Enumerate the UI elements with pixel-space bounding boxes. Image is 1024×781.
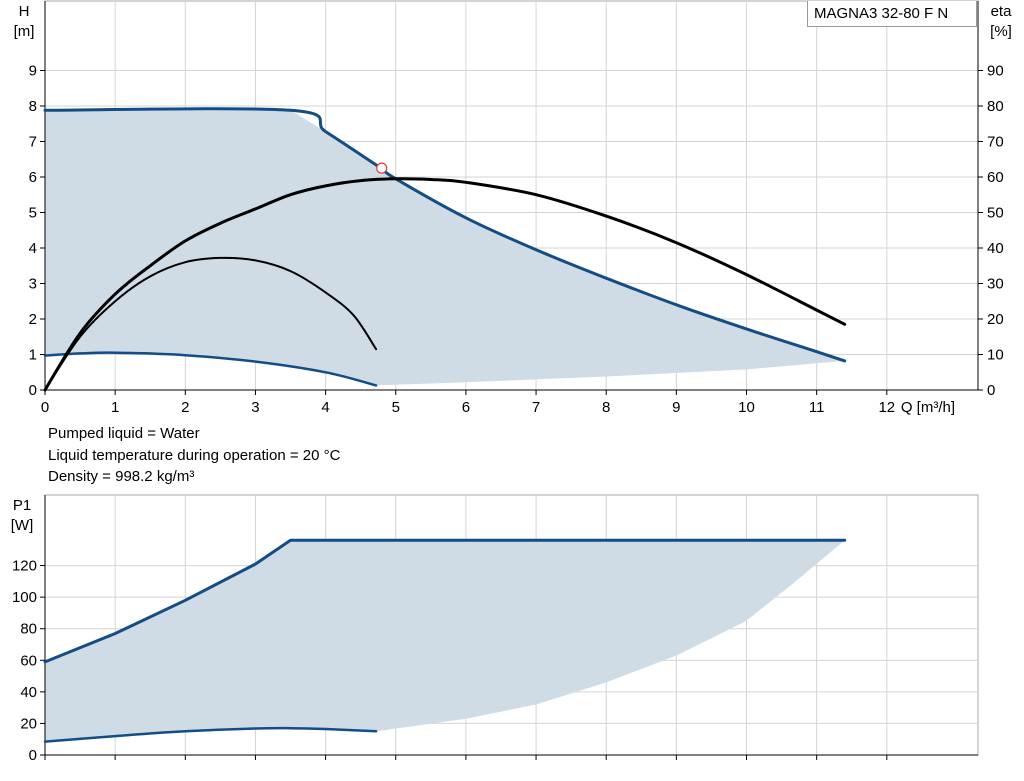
x-tick-label: 0	[41, 399, 49, 416]
x-tick-label: 1	[111, 399, 119, 416]
operating-area	[45, 110, 845, 386]
y-tick-label: 9	[29, 63, 37, 80]
y2-tick-label: 80	[987, 98, 1004, 115]
duty-point-marker	[376, 162, 388, 174]
y-tick-label: 80	[20, 621, 37, 638]
x-tick-label: 3	[251, 399, 259, 416]
y-axis-title: H [m]	[14, 3, 35, 40]
y2-tick-label: 20	[987, 311, 1004, 328]
x-tick-label: 12	[878, 399, 895, 416]
head-chart-series-2	[43, 177, 847, 392]
x-tick-label: 5	[392, 399, 400, 416]
power-chart-series-0	[43, 538, 847, 664]
y2-tick-label: 0	[987, 382, 995, 399]
head-chart-series-0	[43, 107, 847, 363]
x-tick-label: 6	[462, 399, 470, 416]
liquid-temperature-note: Liquid temperature during operation = 20…	[48, 446, 341, 464]
y2-tick-label: 90	[987, 63, 1004, 80]
x-tick-label: 2	[181, 399, 189, 416]
y-tick-label: 2	[29, 311, 37, 328]
power-chart-series-1	[43, 726, 378, 743]
model-label-box: MAGNA3 32-80 F N	[807, 1, 977, 27]
liquid-notes: Pumped liquid = Water Liquid temperature…	[48, 423, 340, 488]
y-axis-title: P1 [W]	[11, 497, 34, 534]
model-label: MAGNA3 32-80 F N	[814, 5, 949, 22]
y-tick-label: 4	[29, 240, 37, 257]
y-tick-label: 120	[12, 558, 37, 575]
x-tick-label: 11	[809, 399, 825, 416]
y-tick-label: 20	[20, 715, 37, 732]
y2-tick-label: 50	[987, 205, 1004, 222]
y-tick-label: 0	[29, 382, 37, 399]
x-tick-label: 7	[532, 399, 540, 416]
density-note: Density = 998.2 kg/m³	[48, 468, 195, 485]
x-tick-label: 10	[738, 399, 755, 416]
y2-axis-title: eta [%]	[990, 3, 1012, 40]
y-tick-label: 8	[29, 98, 37, 115]
y-tick-label: 6	[29, 169, 37, 186]
x-tick-label: 9	[672, 399, 680, 416]
y-tick-label: 60	[20, 652, 37, 669]
y2-tick-label: 40	[987, 240, 1004, 257]
y2-tick-label: 70	[987, 134, 1004, 151]
x-axis-title: Q [m³/h]	[901, 399, 955, 416]
y-tick-label: 7	[29, 134, 37, 151]
y2-tick-label: 60	[987, 169, 1004, 186]
y-tick-label: 1	[29, 347, 37, 364]
y-tick-label: 0	[29, 747, 37, 764]
y-tick-label: 100	[12, 589, 37, 606]
x-tick-label: 4	[321, 399, 329, 416]
y2-tick-label: 30	[987, 276, 1004, 293]
operating-area	[45, 540, 845, 742]
y2-tick-label: 10	[987, 347, 1004, 364]
pumped-liquid-note: Pumped liquid = Water	[48, 425, 200, 442]
y-tick-label: 5	[29, 205, 37, 222]
x-tick-label: 8	[602, 399, 610, 416]
power-chart-panel: 0 20 40 60 80 100 120 P1 [W]	[11, 494, 979, 764]
y-tick-label: 3	[29, 276, 37, 293]
y-tick-label: 40	[20, 684, 37, 701]
head-chart-series-1	[43, 351, 378, 387]
head-chart-series-3	[44, 256, 378, 391]
